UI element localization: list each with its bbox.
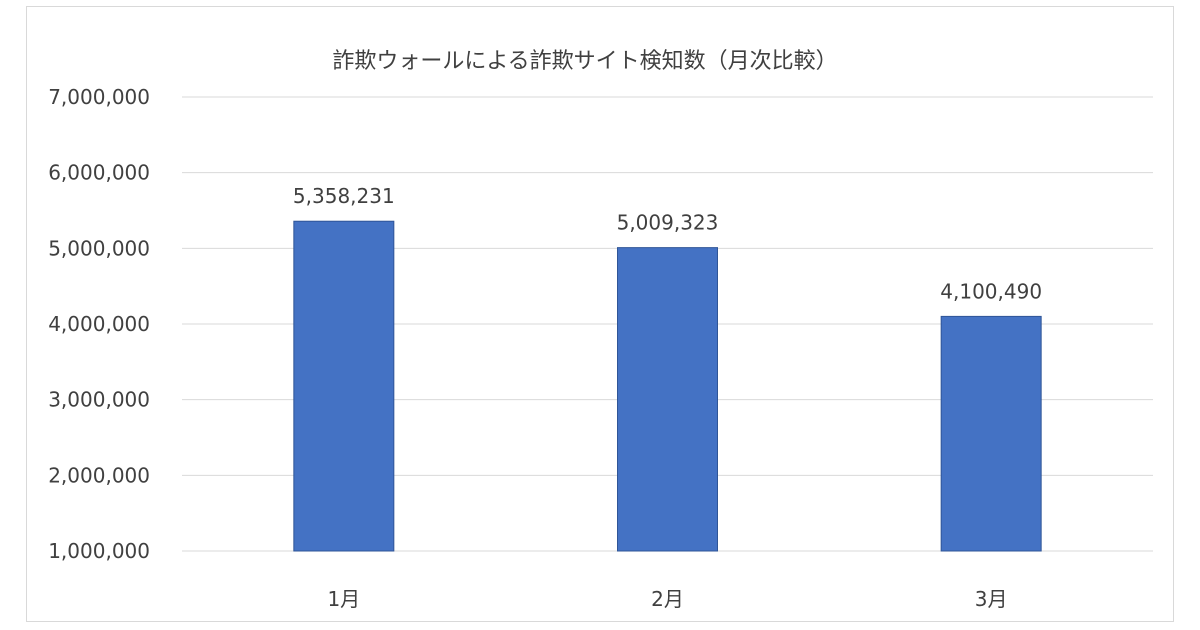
y-tick-label: 2,000,000 [48, 463, 150, 487]
data-label: 5,358,231 [293, 184, 395, 208]
chart-title: 詐欺ウォールによる詐欺サイト検知数（月次比較） [332, 49, 837, 74]
y-axis-tick-labels: 1,000,000 2,000,000 3,000,000 4,000,000 5,00… [48, 85, 150, 563]
y-tick-label: 4,000,000 [48, 312, 150, 336]
y-tick-label: 7,000,000 [48, 85, 150, 109]
data-label: 5,009,323 [617, 211, 719, 235]
x-axis-category-labels: 1月 2月 3月 [327, 587, 1007, 611]
data-labels: 5,358,231 5,009,323 4,100,490 [293, 184, 1042, 303]
bar [293, 220, 395, 552]
bar [940, 315, 1042, 552]
bar [617, 247, 718, 552]
category-label: 1月 [327, 587, 360, 611]
bars [293, 220, 1042, 552]
y-tick-label: 1,000,000 [48, 539, 150, 563]
y-tick-label: 5,000,000 [48, 236, 150, 260]
y-tick-label: 3,000,000 [48, 388, 150, 412]
category-label: 3月 [975, 587, 1008, 611]
data-label: 4,100,490 [940, 279, 1042, 303]
y-tick-label: 6,000,000 [48, 161, 150, 185]
category-label: 2月 [651, 587, 684, 611]
